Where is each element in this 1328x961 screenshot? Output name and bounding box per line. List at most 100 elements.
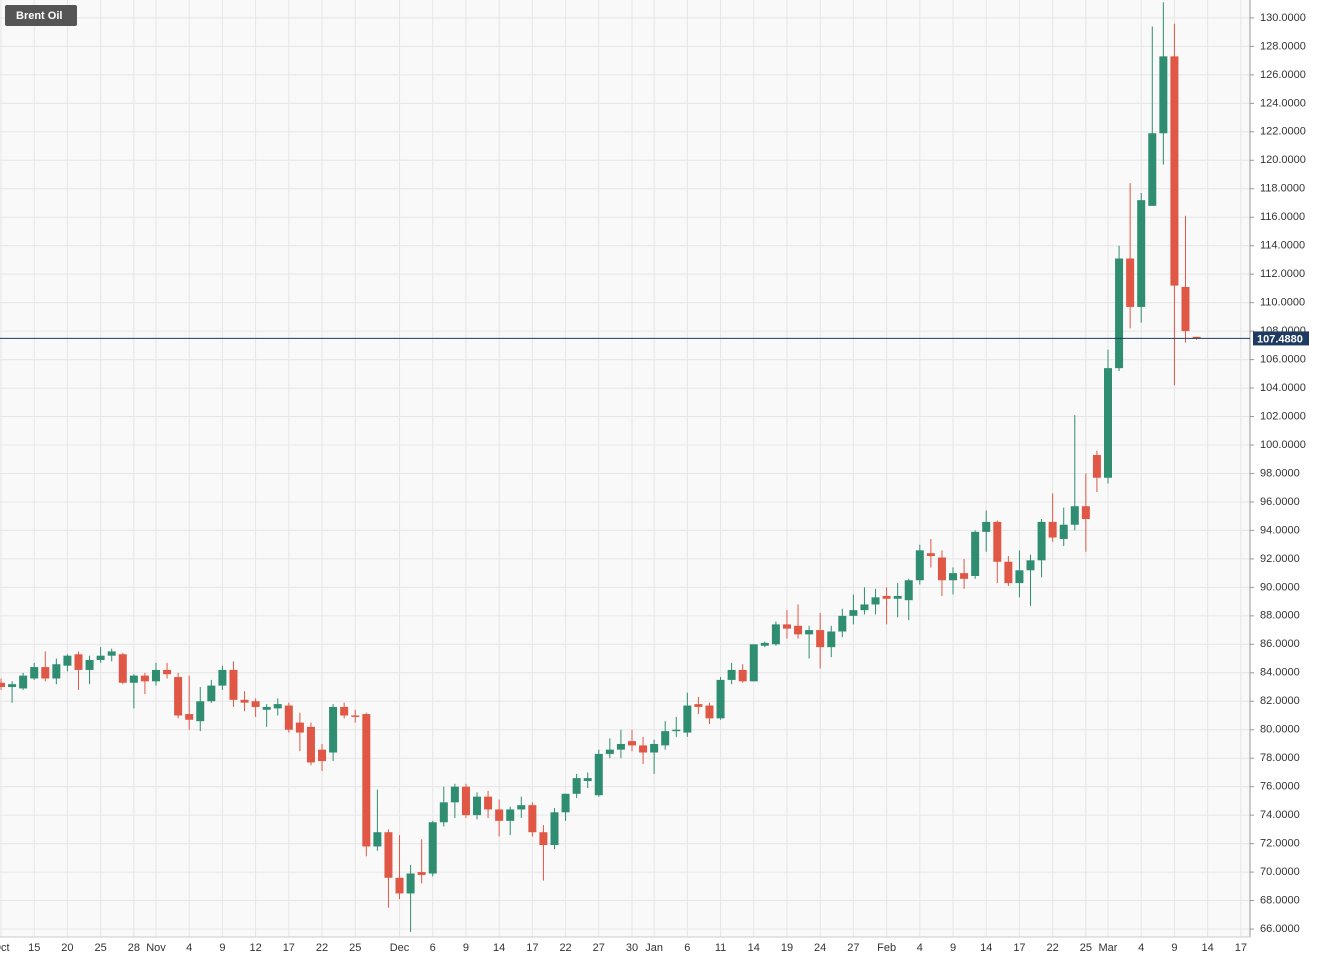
x-tick-label: 22 <box>559 942 571 954</box>
candle-body <box>1159 56 1168 134</box>
candle-body <box>107 651 116 656</box>
last-price-label: 107.4880 <box>1257 333 1303 345</box>
candle-body <box>251 701 260 707</box>
candle-body <box>1037 521 1046 561</box>
candle-body <box>926 553 935 557</box>
candle-body <box>273 704 282 709</box>
candle-body <box>1170 56 1179 286</box>
candle-body <box>19 675 28 689</box>
y-tick-label: 114.0000 <box>1260 240 1305 252</box>
candle-body <box>594 753 603 796</box>
candle-body <box>661 731 670 746</box>
candle-body <box>1115 258 1124 369</box>
candle-body <box>118 654 127 683</box>
candle-body <box>993 521 1002 562</box>
candle-body <box>971 531 980 576</box>
x-tick-label: 22 <box>1047 942 1059 954</box>
candle-body <box>8 684 17 688</box>
x-tick-label: 14 <box>748 942 760 954</box>
x-tick-label: 12 <box>249 942 261 954</box>
x-tick-label: 25 <box>1080 942 1092 954</box>
candle-body <box>1081 506 1090 520</box>
y-tick-label: 70.0000 <box>1260 866 1300 878</box>
x-tick-label: Mar <box>1099 942 1118 954</box>
candle-body <box>1126 258 1135 307</box>
candles <box>0 2 1201 932</box>
candle-body <box>373 832 382 847</box>
candle-body <box>893 595 902 599</box>
candle-body <box>1059 524 1068 539</box>
y-tick-label: 116.0000 <box>1260 211 1305 223</box>
candle-body <box>1181 286 1190 332</box>
candle-body <box>63 655 72 666</box>
candle-body <box>683 705 692 733</box>
candle-body <box>384 832 393 878</box>
candle-body <box>982 521 991 532</box>
x-tick-label: 6 <box>430 942 436 954</box>
x-tick-label: 17 <box>526 942 538 954</box>
candle-body <box>716 679 725 719</box>
candle-body <box>318 749 327 762</box>
x-tick-label: 4 <box>917 942 923 954</box>
x-tick-label: 19 <box>781 942 793 954</box>
y-tick-label: 110.0000 <box>1260 297 1305 309</box>
y-tick-label: 88.0000 <box>1260 610 1300 622</box>
candle-body <box>749 644 758 682</box>
candle-body <box>871 597 880 605</box>
candle-body <box>52 664 61 679</box>
y-tick-label: 102.0000 <box>1260 410 1306 422</box>
candle-body <box>240 699 249 703</box>
candle-body <box>428 822 437 874</box>
candle-body <box>694 704 703 707</box>
candle-body <box>207 685 216 702</box>
candle-body <box>1048 521 1057 538</box>
y-tick-label: 100.0000 <box>1260 439 1306 451</box>
candle-body <box>129 675 138 683</box>
candle-body <box>882 595 891 599</box>
candle-body <box>196 701 205 722</box>
candle-body <box>461 786 470 816</box>
candle-body <box>185 714 194 720</box>
y-tick-label: 84.0000 <box>1260 667 1300 679</box>
x-tick-label: 11 <box>715 942 726 954</box>
y-tick-label: 112.0000 <box>1260 268 1305 280</box>
y-tick-label: 78.0000 <box>1260 752 1300 764</box>
candle-body <box>0 682 5 688</box>
candle-body <box>1004 561 1013 584</box>
x-tick-label: 17 <box>1235 942 1247 954</box>
candle-body <box>738 669 747 682</box>
candle-body <box>1026 560 1035 571</box>
candle-body <box>760 642 769 646</box>
candle-body <box>937 557 946 581</box>
candle-body <box>627 741 636 746</box>
candle-body <box>949 573 958 581</box>
plot-background <box>0 0 1250 937</box>
candle-body <box>439 802 448 823</box>
candle-body <box>484 796 493 810</box>
candle-body <box>805 630 814 635</box>
chart-title: Brent Oil <box>16 10 62 22</box>
y-tick-label: 106.0000 <box>1260 354 1306 366</box>
x-tick-label: 22 <box>316 942 328 954</box>
y-tick-label: 128.0000 <box>1260 40 1306 52</box>
x-tick-label: Feb <box>877 942 896 954</box>
candle-body <box>528 805 537 833</box>
x-tick-label: 9 <box>463 942 469 954</box>
candle-body <box>616 743 625 750</box>
y-tick-label: 92.0000 <box>1260 553 1300 565</box>
y-tick-label: 124.0000 <box>1260 97 1306 109</box>
candle-body <box>506 809 515 821</box>
candle-body <box>140 675 149 682</box>
y-tick-label: 96.0000 <box>1260 496 1300 508</box>
candle-body <box>406 873 415 894</box>
y-tick-label: 94.0000 <box>1260 524 1300 536</box>
y-tick-label: 90.0000 <box>1260 581 1300 593</box>
candle-body <box>30 667 39 679</box>
candle-body <box>262 706 271 710</box>
x-tick-label: 20 <box>61 942 73 954</box>
candle-body <box>295 722 304 733</box>
candle-body <box>340 706 349 716</box>
candle-body <box>151 669 160 682</box>
candle-body <box>41 667 50 679</box>
y-tick-label: 126.0000 <box>1260 69 1306 81</box>
